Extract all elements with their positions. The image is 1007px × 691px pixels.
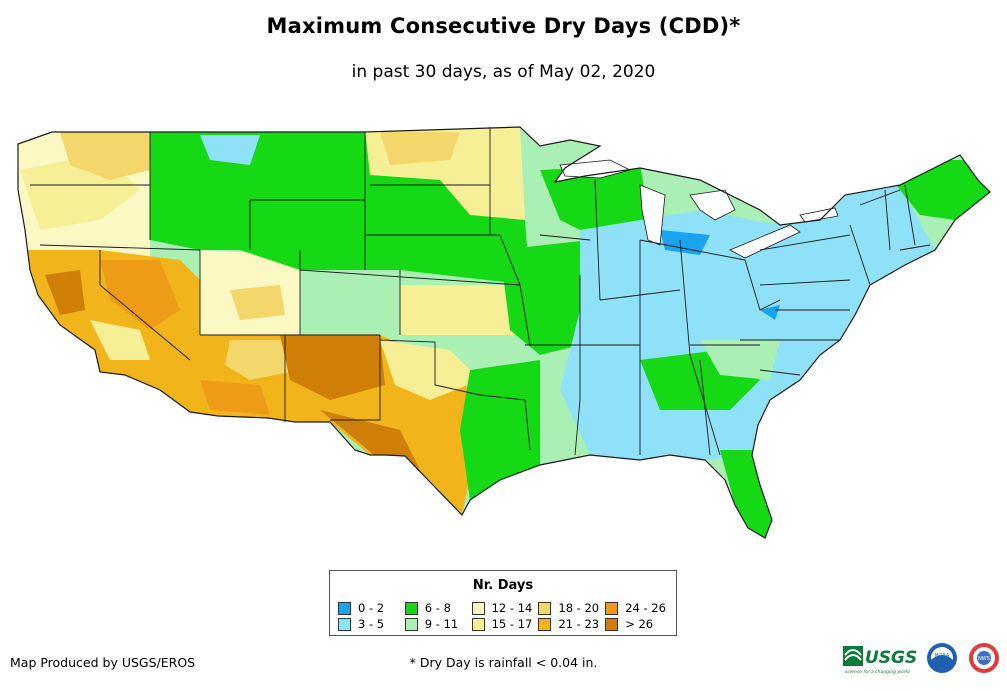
legend-swatch — [471, 601, 485, 615]
legend-item: 15 - 17 — [471, 616, 539, 632]
legend-label: 21 - 23 — [558, 617, 600, 631]
agency-logos: USGS science for a changing world NOAA N… — [843, 643, 999, 675]
state-boundaries — [17, 126, 991, 539]
legend-label: 9 - 11 — [424, 617, 459, 631]
legend-item: 6 - 8 — [404, 600, 472, 616]
legend-item: 9 - 11 — [404, 616, 472, 632]
nws-logo: NWS — [969, 643, 999, 673]
region-va-wet — [760, 305, 780, 320]
legend-label: > 26 — [625, 617, 654, 631]
legend-label: 24 - 26 — [625, 601, 666, 615]
noaa-logo: NOAA — [927, 643, 957, 673]
region-northern-green — [150, 130, 530, 285]
region-utah-dry — [230, 285, 285, 320]
legend-label: 3 - 5 — [358, 617, 385, 631]
legend-swatch — [605, 601, 619, 615]
legend-item: 0 - 2 — [338, 600, 405, 616]
legend-item: 18 - 20 — [538, 600, 605, 616]
legend-label: 15 - 17 — [491, 617, 533, 631]
legend: Nr. Days 0 - 2 3 - 5 6 - 8 9 - 11 12 - 1… — [329, 570, 677, 636]
map-credit: Map Produced by USGS/EROS — [10, 655, 196, 670]
noaa-text: NOAA — [935, 653, 950, 659]
legend-swatch — [605, 617, 619, 631]
cdd-map — [17, 126, 991, 539]
legend-swatch — [538, 601, 552, 615]
legend-item: > 26 — [605, 616, 672, 632]
region-ca-coast-dry — [45, 270, 85, 315]
usgs-tagline: science for a changing world — [845, 669, 910, 675]
legend-title: Nr. Days — [472, 578, 534, 593]
map-title: Maximum Consecutive Dry Days (CDD)* — [266, 14, 741, 38]
legend-item: 21 - 23 — [538, 616, 605, 632]
legend-item: 12 - 14 — [471, 600, 539, 616]
legend-label: 18 - 20 — [558, 601, 600, 615]
region-nevada — [100, 260, 180, 330]
legend-swatch — [404, 617, 418, 631]
map-subtitle: in past 30 days, as of May 02, 2020 — [351, 62, 656, 82]
legend-swatch — [538, 617, 552, 631]
region-colorado — [300, 270, 405, 335]
usgs-logo: USGS science for a changing world — [843, 646, 917, 675]
region-michigan-wet — [660, 230, 710, 255]
region-east-blue — [560, 185, 935, 460]
lake-erie — [729, 224, 801, 259]
region-az-north — [225, 340, 300, 380]
legend-swatch — [404, 601, 418, 615]
region-kansas — [400, 285, 525, 335]
region-montana-wet — [200, 135, 260, 165]
lake-huron — [689, 189, 736, 221]
legend-swatch — [338, 617, 351, 631]
region-az-south — [200, 380, 270, 415]
legend-label: 6 - 8 — [424, 601, 451, 615]
region-texas-panhandle — [380, 340, 480, 400]
usgs-wordmark: USGS — [865, 648, 917, 668]
region-socal-light — [90, 320, 150, 360]
region-nm-dry — [280, 335, 385, 400]
legend-grid: 0 - 2 3 - 5 6 - 8 9 - 11 12 - 14 15 - 17… — [338, 600, 672, 632]
region-midwest-green — [500, 240, 600, 355]
legend-item: 24 - 26 — [605, 600, 672, 616]
region-wisconsin-green — [540, 165, 650, 240]
dry-day-footnote: * Dry Day is rainfall < 0.04 in. — [409, 655, 598, 670]
region-wa-east — [60, 132, 150, 180]
legend-item: 3 - 5 — [338, 616, 405, 632]
legend-swatch — [471, 617, 485, 631]
lake-superior — [559, 159, 632, 179]
nws-text: NWS — [978, 656, 990, 662]
legend-label: 0 - 2 — [358, 601, 385, 615]
legend-label: 12 - 14 — [491, 601, 533, 615]
legend-swatch — [338, 601, 351, 615]
region-nd-dry — [380, 132, 460, 165]
